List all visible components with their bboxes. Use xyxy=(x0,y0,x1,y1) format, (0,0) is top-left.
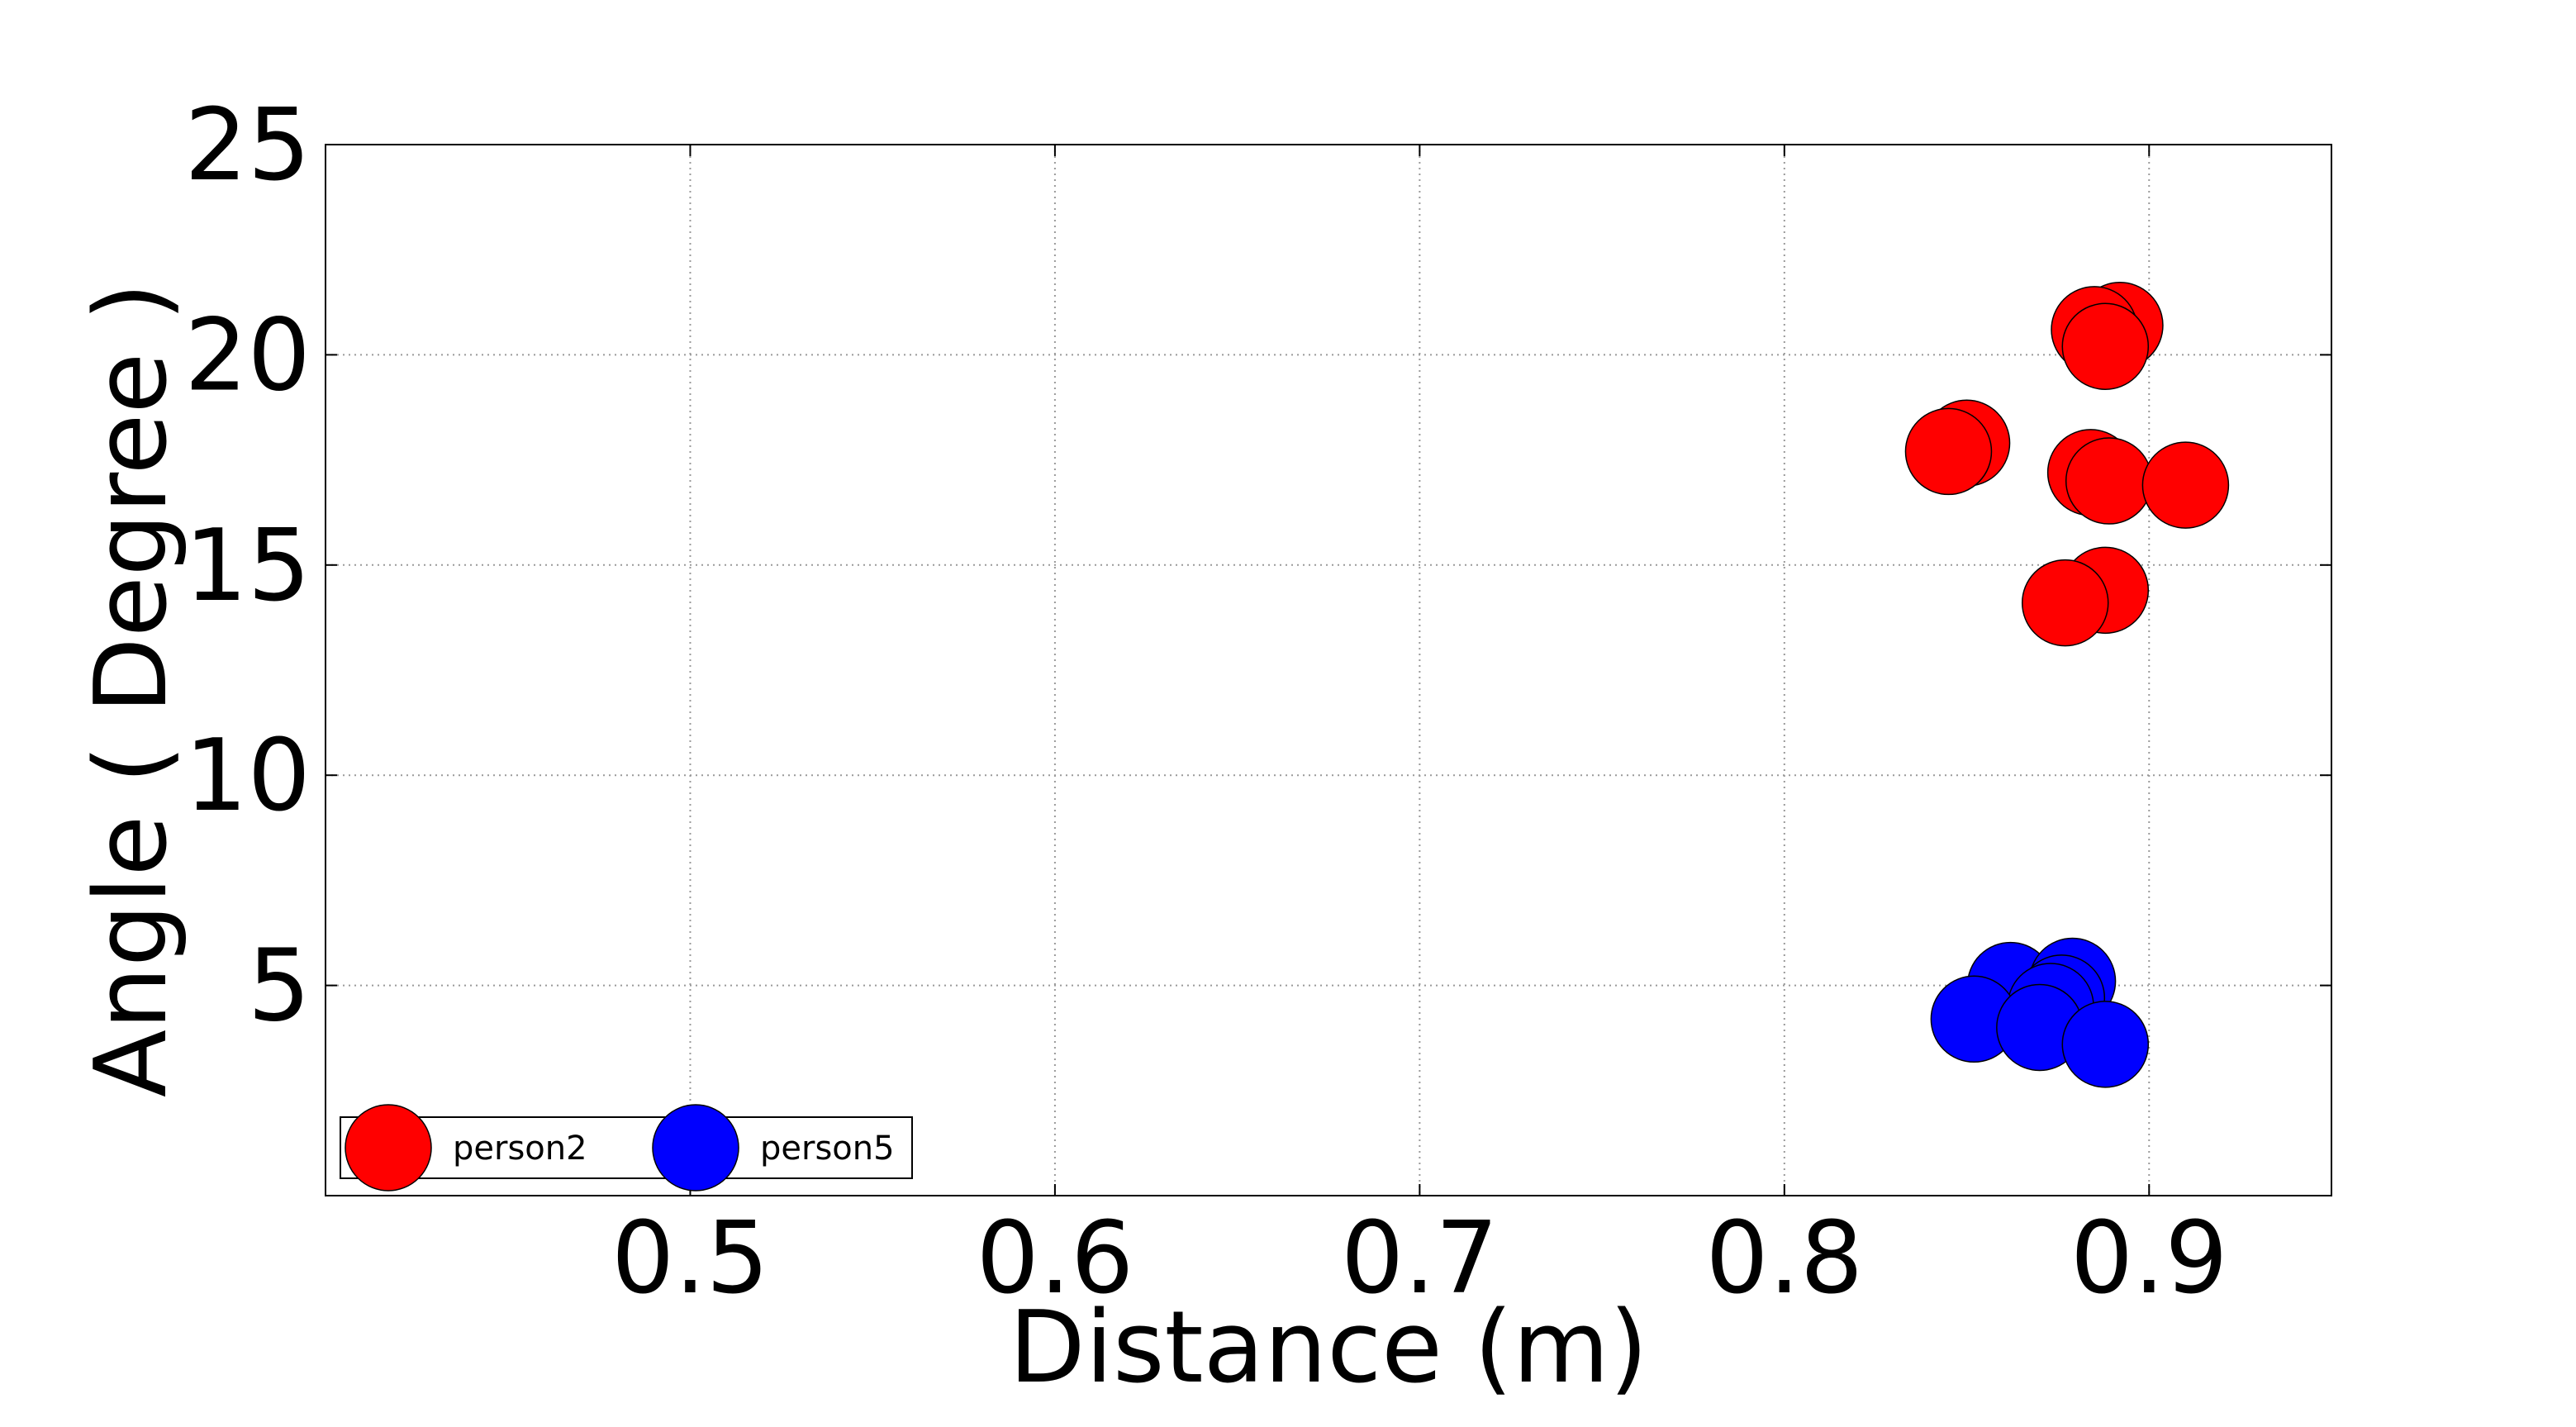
plot-area-frame xyxy=(325,144,2332,1196)
legend-marker-person5 xyxy=(652,1104,739,1192)
x-axis-title: Distance (m) xyxy=(1009,1291,1647,1406)
legend-label-person5: person5 xyxy=(760,1130,895,1168)
y-tick-label: 25 xyxy=(184,88,311,203)
x-tick-label: 0.6 xyxy=(976,1201,1134,1316)
legend-label-person2: person2 xyxy=(453,1130,587,1168)
person2-point xyxy=(2141,441,2230,529)
x-tick-label: 0.5 xyxy=(611,1201,769,1316)
person2-point xyxy=(1904,407,1993,496)
x-tick-label: 0.7 xyxy=(1341,1201,1499,1316)
y-axis-ticks: 5 10 15 20 25 xyxy=(184,88,2331,1044)
x-axis-ticks: 0.5 0.6 0.7 0.8 0.9 xyxy=(611,145,2228,1316)
y-axis-title: Angle ( Degree ) xyxy=(74,283,189,1097)
person2-point xyxy=(2061,302,2150,390)
x-tick-label: 0.9 xyxy=(2070,1201,2228,1316)
x-tick-label: 0.8 xyxy=(1705,1201,1863,1316)
person2-point xyxy=(2065,437,2153,525)
person2-point xyxy=(2021,559,2109,647)
y-tick-label: 10 xyxy=(184,719,311,834)
y-tick-label: 15 xyxy=(184,509,311,624)
data-points xyxy=(1904,282,2230,1088)
y-tick-label: 5 xyxy=(248,930,311,1044)
legend-marker-person2 xyxy=(345,1104,432,1192)
legend-frame xyxy=(340,1116,913,1179)
y-tick-label: 20 xyxy=(184,298,311,413)
legend: person2 person5 xyxy=(340,1104,913,1192)
person5-point xyxy=(2061,1001,2150,1088)
